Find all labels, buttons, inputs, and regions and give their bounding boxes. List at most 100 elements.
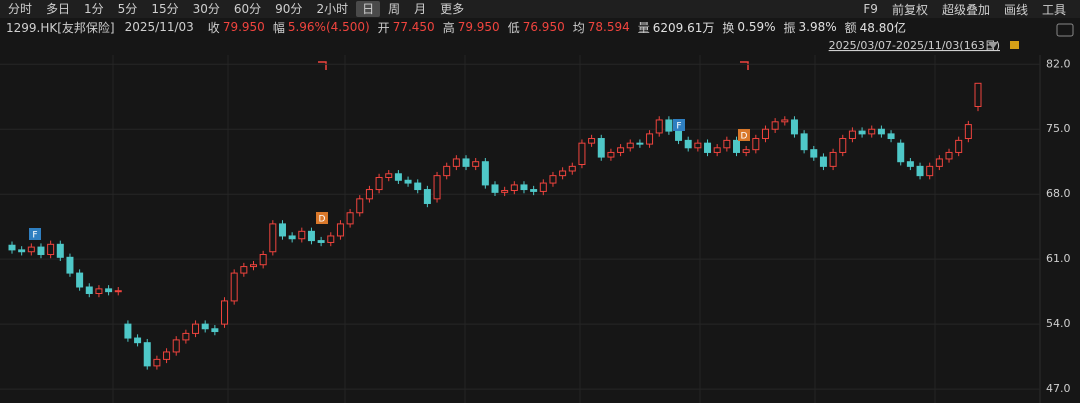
candle-body (974, 82, 982, 108)
vertical-grid (112, 55, 936, 403)
event-badge (29, 228, 41, 240)
candle-body (723, 139, 731, 149)
period-button[interactable]: 1分 (84, 2, 104, 16)
candle-body (105, 288, 113, 293)
candle-body (211, 328, 219, 333)
candle-body (549, 175, 557, 184)
candle-body (404, 179, 412, 184)
candle-body (240, 266, 248, 274)
field-label: 收 (207, 20, 220, 35)
field-label: 低 (507, 20, 520, 35)
period-button[interactable]: 60分 (233, 2, 262, 16)
candle-body (288, 235, 296, 240)
date: 2025/11/03 (124, 20, 194, 34)
candle-body (47, 243, 55, 256)
y-tick-label: 68.0 (1046, 187, 1071, 200)
field-label: 均 (572, 20, 585, 35)
candle-body (298, 230, 306, 240)
period-button[interactable]: 更多 (440, 2, 465, 16)
candle-body (501, 189, 509, 193)
period-button[interactable]: 30分 (192, 2, 220, 16)
field-value: 76.950 (522, 20, 565, 34)
candle-body (742, 149, 750, 153)
field-label: 幅 (272, 20, 285, 35)
period-button[interactable]: 15分 (151, 2, 179, 16)
candle-body (356, 198, 364, 214)
period-button[interactable]: 多日 (46, 2, 71, 16)
event-badge (738, 129, 750, 141)
candle-body (76, 272, 84, 288)
candle-body (877, 128, 885, 135)
candle-body (935, 158, 943, 167)
corner-mark (318, 61, 327, 70)
candle-body (443, 165, 451, 177)
period-button[interactable]: 日 (356, 1, 381, 17)
candle-body (66, 256, 74, 274)
event-badge-label: D (319, 215, 326, 225)
candle-body (510, 184, 518, 191)
candle-body (829, 151, 837, 167)
lock-icon[interactable] (1010, 41, 1019, 49)
candle-body (472, 161, 480, 167)
candle-body (790, 119, 798, 135)
candle-body (27, 246, 35, 253)
candle-body (462, 158, 470, 167)
tool-button[interactable]: 画线 (1003, 2, 1028, 17)
candle-body (713, 147, 721, 153)
field-value: 0.59% (737, 20, 776, 34)
candle-body (636, 142, 644, 145)
event-badge (316, 212, 328, 224)
field-value: 3.98% (798, 20, 837, 34)
candle-body (530, 189, 538, 192)
y-tick-label: 61.0 (1046, 252, 1071, 265)
candle-body (230, 272, 238, 302)
period-button[interactable]: 周 (388, 2, 401, 16)
candle-body (665, 119, 673, 132)
candle-body (182, 332, 190, 341)
candle-body (307, 230, 315, 242)
field-label: 额 (844, 20, 857, 35)
candle-body (114, 290, 122, 293)
candle-body (452, 158, 460, 167)
candle-body (945, 151, 953, 160)
candle-body (568, 165, 576, 172)
candle-body (8, 244, 16, 251)
field-value: 77.450 (392, 20, 435, 34)
candle-body (559, 170, 567, 177)
candle-body (317, 240, 325, 243)
field-value: 5.96%(4.500) (287, 20, 370, 34)
quote-line: 1299.HK[友邦保险] 2025/11/03 收 79.950 幅 5.96%(4.5… (0, 18, 1080, 36)
field-value: 79.950 (457, 20, 500, 34)
tool-button[interactable]: 前复权 (891, 2, 928, 17)
period-button[interactable]: 2小时 (316, 2, 349, 16)
event-badge-label: F (676, 122, 681, 132)
candle-body (897, 142, 905, 163)
range-dropdown[interactable] (988, 42, 998, 49)
field-value: 48.80亿 (859, 20, 907, 35)
period-button[interactable]: 分时 (8, 2, 33, 16)
period-button[interactable]: 月 (414, 2, 427, 16)
candle-body (781, 119, 789, 123)
candle-body (365, 189, 373, 200)
candle-body (626, 142, 634, 149)
symbol: 1299.HK[友邦保险] (6, 20, 115, 35)
period-button[interactable]: 90分 (275, 2, 303, 16)
field-label: 量 (637, 20, 650, 35)
candle-body (192, 323, 200, 334)
candle-body (800, 133, 808, 151)
tool-button[interactable]: F9 (863, 2, 878, 16)
event-badge-label: D (741, 132, 748, 142)
candle-body (887, 133, 895, 140)
event-badge (673, 119, 685, 131)
candle-body (221, 300, 229, 325)
y-tick-label: 75.0 (1046, 122, 1071, 135)
tool-button[interactable]: 工具 (1041, 2, 1066, 17)
candle-body (433, 175, 441, 200)
y-tick-label: 47.0 (1046, 382, 1071, 395)
candle-body (578, 142, 586, 166)
candle-body (481, 161, 489, 186)
candle-body (259, 254, 267, 266)
candle-body (423, 189, 431, 204)
period-button[interactable]: 5分 (117, 2, 138, 16)
tool-button[interactable]: 超级叠加 (941, 2, 990, 17)
